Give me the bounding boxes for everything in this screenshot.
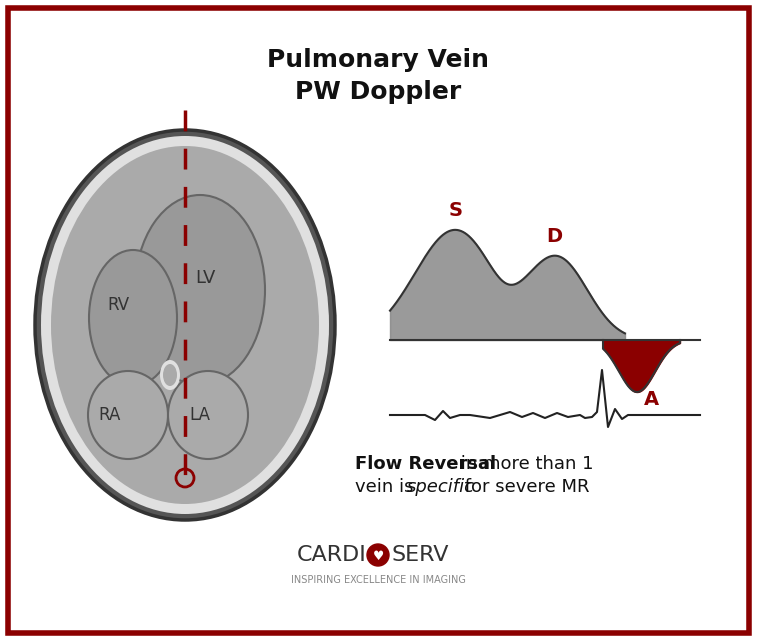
- Ellipse shape: [135, 195, 265, 385]
- Ellipse shape: [160, 360, 180, 390]
- Ellipse shape: [51, 146, 319, 504]
- Ellipse shape: [163, 364, 177, 386]
- FancyBboxPatch shape: [8, 8, 749, 633]
- Text: A: A: [643, 390, 659, 409]
- Text: CARDI: CARDI: [296, 545, 366, 565]
- Text: PW Doppler: PW Doppler: [295, 80, 461, 104]
- Ellipse shape: [168, 371, 248, 459]
- Text: for severe MR: for severe MR: [459, 478, 590, 496]
- Ellipse shape: [35, 130, 335, 520]
- Text: D: D: [547, 227, 563, 246]
- Ellipse shape: [89, 250, 177, 386]
- Text: in more than 1: in more than 1: [455, 455, 593, 473]
- Text: specific: specific: [407, 478, 475, 496]
- Text: Flow Reversal: Flow Reversal: [355, 455, 496, 473]
- Text: LA: LA: [189, 406, 210, 424]
- Text: RV: RV: [107, 296, 129, 314]
- Ellipse shape: [88, 371, 168, 459]
- Circle shape: [367, 544, 389, 566]
- Text: RA: RA: [99, 406, 121, 424]
- Text: LV: LV: [195, 269, 215, 287]
- Text: vein is: vein is: [355, 478, 419, 496]
- Text: Pulmonary Vein: Pulmonary Vein: [267, 48, 489, 72]
- Text: INSPIRING EXCELLENCE IN IMAGING: INSPIRING EXCELLENCE IN IMAGING: [291, 575, 466, 585]
- Text: ♥: ♥: [372, 549, 384, 563]
- Ellipse shape: [41, 136, 329, 514]
- Text: SERV: SERV: [391, 545, 448, 565]
- Text: S: S: [448, 201, 462, 220]
